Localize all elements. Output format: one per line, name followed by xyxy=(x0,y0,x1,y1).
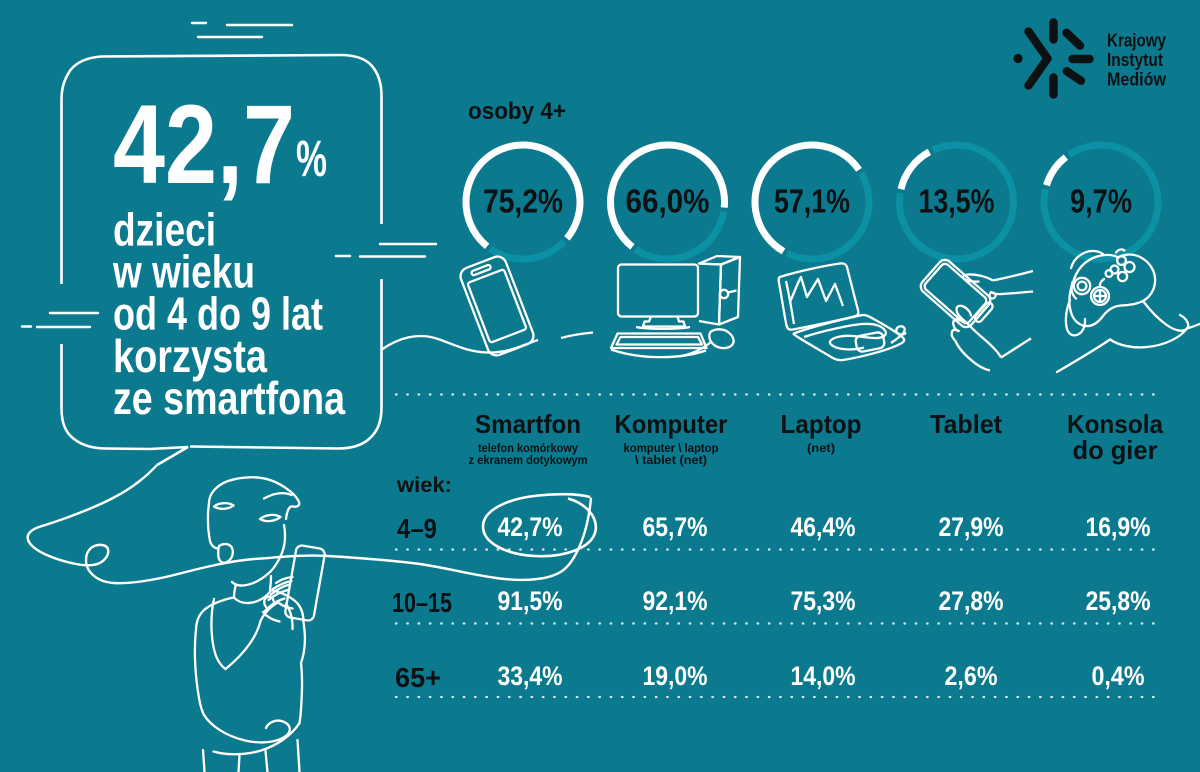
svg-text:46,4%: 46,4% xyxy=(791,512,856,542)
svg-text:10–15: 10–15 xyxy=(392,587,452,618)
svg-text:Krajowy: Krajowy xyxy=(1107,31,1166,51)
svg-text:92,1%: 92,1% xyxy=(643,586,708,616)
svg-text:0,4%: 0,4% xyxy=(1092,661,1145,691)
svg-text:2,6%: 2,6% xyxy=(945,661,998,691)
svg-text:42,7%: 42,7% xyxy=(498,512,563,542)
svg-text:dzieci: dzieci xyxy=(113,204,216,256)
svg-text:do gier: do gier xyxy=(1073,435,1158,465)
svg-text:Konsola: Konsola xyxy=(1067,409,1163,439)
svg-text:telefon komórkowy: telefon komórkowy xyxy=(478,441,578,455)
svg-text:25,8%: 25,8% xyxy=(1086,586,1151,616)
svg-text:4–9: 4–9 xyxy=(397,513,437,544)
svg-text:65,7%: 65,7% xyxy=(643,512,708,542)
svg-text:57,1%: 57,1% xyxy=(774,183,850,220)
svg-text:14,0%: 14,0% xyxy=(791,661,856,691)
svg-text:75,2%: 75,2% xyxy=(483,183,563,220)
svg-text:9,7%: 9,7% xyxy=(1070,183,1132,220)
svg-text:Tablet: Tablet xyxy=(930,409,1002,439)
svg-text:Laptop: Laptop xyxy=(781,409,862,439)
svg-text:42,7: 42,7 xyxy=(113,82,295,207)
svg-text:od 4 do 9 lat: od 4 do 9 lat xyxy=(113,288,323,340)
svg-text:91,5%: 91,5% xyxy=(498,586,563,616)
svg-text:komputer \ laptop: komputer \ laptop xyxy=(624,441,719,455)
svg-text:w wieku: w wieku xyxy=(112,246,255,298)
svg-text:Instytut: Instytut xyxy=(1107,50,1163,70)
svg-text:%: % xyxy=(296,130,327,187)
svg-text:(net): (net) xyxy=(807,441,835,455)
svg-text:Mediów: Mediów xyxy=(1107,70,1167,90)
svg-text:z ekranem dotykowym: z ekranem dotykowym xyxy=(469,453,588,467)
svg-text:Komputer: Komputer xyxy=(615,409,728,439)
svg-text:19,0%: 19,0% xyxy=(643,661,708,691)
svg-text:33,4%: 33,4% xyxy=(498,661,563,691)
svg-text:Smartfon: Smartfon xyxy=(475,409,581,439)
svg-text:13,5%: 13,5% xyxy=(919,183,995,220)
svg-text:66,0%: 66,0% xyxy=(626,183,710,220)
svg-text:osoby 4+: osoby 4+ xyxy=(468,98,566,125)
svg-text:wiek:: wiek: xyxy=(396,474,452,497)
svg-text:27,8%: 27,8% xyxy=(939,586,1004,616)
svg-text:\ tablet (net): \ tablet (net) xyxy=(635,453,707,467)
svg-text:ze smartfona: ze smartfona xyxy=(113,372,345,424)
svg-text:16,9%: 16,9% xyxy=(1086,512,1151,542)
svg-text:75,3%: 75,3% xyxy=(791,586,856,616)
svg-text:korzysta: korzysta xyxy=(113,330,267,382)
svg-text:65+: 65+ xyxy=(395,662,441,693)
svg-text:27,9%: 27,9% xyxy=(939,512,1004,542)
